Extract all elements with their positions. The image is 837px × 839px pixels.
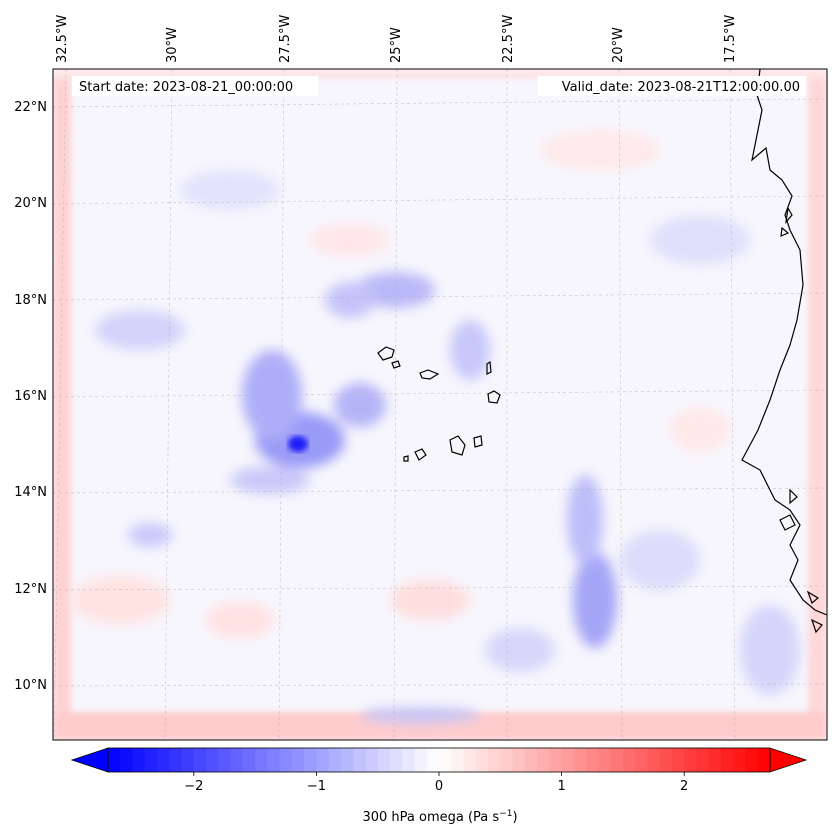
colorbar-cell [365,748,379,772]
colorbar-cell [255,748,268,772]
lat-tick-label: 18°N [14,293,47,308]
map-panel [53,69,827,740]
colorbar-cell [512,748,526,772]
colorbar: −2 −1 0 1 2 300 hPa omega (Pa s−1) [70,747,808,825]
cabo-verde-islands [377,346,501,462]
colorbar-cell [181,748,195,772]
lat-tick-label: 10°N [14,678,47,693]
colorbar-tick-label: 0 [435,779,443,794]
valid-date-label: Valid_date: 2023-08-21T12:00:00.00 [562,80,800,95]
colorbar-cell [132,748,146,772]
colorbar-cell [573,748,587,772]
colorbar-cell [218,748,232,772]
start-date-box [72,76,318,96]
colorbar-label-close: ) [512,810,517,825]
colorbar-extend-min [70,747,109,773]
lat-tick-label: 14°N [14,485,47,500]
colorbar-cell [696,748,710,772]
colorbar-cell [353,748,367,772]
lat-tick-label: 20°N [14,196,47,211]
colorbar-tick-label: 1 [557,779,565,794]
colorbar-cell [561,748,575,772]
lon-tick-label: 25°W [389,27,404,63]
colorbar-label-main: 300 hPa omega (Pa s [362,810,499,825]
colorbar-cell [622,748,636,772]
africa-coastline [741,69,827,616]
colorbar-extend-max [769,747,808,773]
colorbar-cell [500,748,514,772]
colorbar-cell [242,748,256,772]
lat-tick-label: 12°N [14,582,47,597]
colorbar-cell [328,748,342,772]
colorbar-ticks: −2 −1 0 1 2 [184,772,688,794]
colorbar-cell [659,748,673,772]
colorbar-cell [684,748,698,772]
lon-tick-label: 20°W [611,27,626,63]
colorbar-cell [439,748,452,772]
colorbar-label: 300 hPa omega (Pa s−1) [362,809,517,825]
colorbar-cell [304,748,318,772]
colorbar-cell [488,748,501,772]
colorbar-cell [377,748,391,772]
colorbar-label-exponent: −1 [499,809,512,819]
colorbar-cell [451,748,465,772]
colorbar-cell [549,748,563,772]
omega-minimum-core [288,436,308,452]
colorbar-cell [291,748,305,772]
lat-tick-label: 16°N [14,389,47,404]
colorbar-cell [389,748,403,772]
colorbar-cell [757,748,771,772]
colorbar-cell [586,748,599,772]
coast-islands [779,206,823,634]
valid-date-box [538,76,806,96]
colorbar-cell [108,748,121,772]
colorbar-cell [316,748,330,772]
lon-tick-label: 30°W [165,27,180,63]
colorbar-cell [671,748,685,772]
colorbar-cell [463,748,477,772]
field-background [53,69,827,740]
colorbar-cell [279,748,293,772]
gridlines [53,69,827,740]
colorbar-cell [193,748,207,772]
colorbar-cell [206,748,219,772]
map-frame [52,68,828,741]
lat-tick-labels: 22°N 20°N 18°N 16°N 14°N 12°N 10°N [14,100,47,693]
colorbar-cells [108,748,771,772]
lon-tick-label: 27.5°W [278,15,293,63]
colorbar-cell [537,748,550,772]
colorbar-cell [157,748,170,772]
colorbar-cell [720,748,734,772]
colorbar-cell [340,748,354,772]
colorbar-tick-label: 2 [680,779,688,794]
colorbar-cell [169,748,183,772]
colorbar-cell [708,748,722,772]
colorbar-cell [635,748,649,772]
start-date-label: Start date: 2023-08-21_00:00:00 [79,80,293,95]
colorbar-cell [745,748,759,772]
colorbar-cell [647,748,661,772]
lon-tick-label: 32.5°W [55,15,70,63]
colorbar-cell [402,748,416,772]
colorbar-cell [475,748,489,772]
colorbar-cell [414,748,428,772]
colorbar-cell [598,748,612,772]
colorbar-cell [144,748,158,772]
colorbar-tick-label: −2 [184,779,203,794]
colorbar-cell [120,748,134,772]
colorbar-cell [230,748,244,772]
colorbar-cell [524,748,538,772]
colorbar-cell [610,748,624,772]
lon-tick-labels: 32.5°W 30°W 27.5°W 25°W 22.5°W 20°W 17.5… [55,15,738,63]
colorbar-cell [267,748,281,772]
lat-tick-label: 22°N [14,100,47,115]
omega-field-blobs [70,130,800,723]
lon-tick-label: 22.5°W [501,15,516,63]
colorbar-tick-label: −1 [307,779,326,794]
colorbar-cell [426,748,440,772]
lon-tick-label: 17.5°W [723,15,738,63]
colorbar-cell [733,748,747,772]
